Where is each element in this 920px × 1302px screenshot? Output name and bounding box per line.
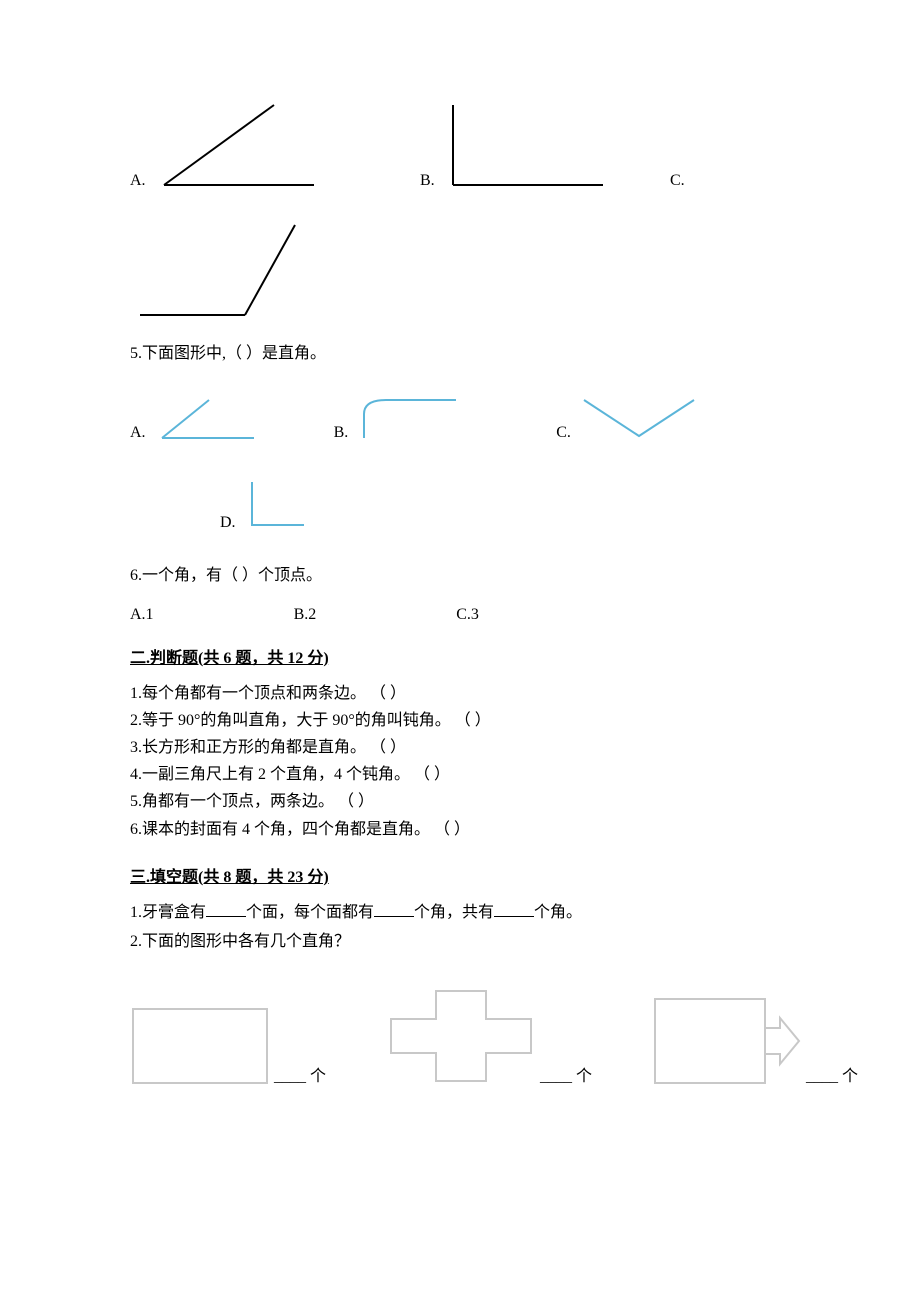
q4-angleB-figure — [443, 100, 613, 190]
q5-options-row1: A. B. C. — [130, 394, 790, 442]
q4-options-row1: A. B. C. — [130, 100, 790, 190]
shape-item-3: ____个 — [652, 996, 858, 1086]
shape3-arrow-box — [652, 996, 802, 1086]
shape-item-1: ____个 — [130, 1006, 326, 1086]
fill-blank[interactable] — [494, 901, 534, 917]
q5-optC-label: C. — [556, 424, 571, 442]
fill-blank[interactable] — [374, 901, 414, 917]
judge-item: 2.等于 90°的角叫直角，大于 90°的角叫钝角。 （ ） — [130, 707, 790, 734]
judge-item: 5.角都有一个顶点，两条边。 （ ） — [130, 788, 790, 815]
q6-optC: C.3 — [456, 606, 479, 624]
fill-item-1: 1.牙膏盒有 个面，每个面都有 个角，共有 个角。 — [130, 899, 790, 928]
judge-item: 6.课本的封面有 4 个角，四个角都是直角。 （ ） — [130, 816, 790, 843]
shape1-blank[interactable]: ____ — [274, 1068, 306, 1086]
q4-angleA-figure — [154, 100, 324, 190]
q6-text: 6.一个角，有（ ）个顶点。 — [130, 562, 790, 591]
q5-angleC-figure — [579, 394, 699, 442]
fill-blank[interactable] — [206, 901, 246, 917]
q6-options: A.1 B.2 C.3 — [130, 606, 790, 624]
q6-optA: A.1 — [130, 606, 154, 624]
section3-title: 三.填空题(共 8 题，共 23 分) — [130, 863, 790, 887]
shape1-rectangle — [130, 1006, 270, 1086]
judge-item: 4.一副三角尺上有 2 个直角，4 个钝角。 （ ） — [130, 761, 790, 788]
q4-optB-label: B. — [420, 172, 435, 190]
shape2-blank[interactable]: ____ — [540, 1068, 572, 1086]
shape-item-2: ____个 — [386, 986, 592, 1086]
q6-optB: B.2 — [294, 606, 317, 624]
q5-angleA-figure — [154, 394, 264, 442]
shape3-suffix: 个 — [842, 1062, 858, 1086]
q5-options-row2: D. — [220, 477, 790, 532]
fill1-part1: 个面，每个面都有 — [246, 904, 374, 921]
section2-list: 1.每个角都有一个顶点和两条边。 （ ） 2.等于 90°的角叫直角，大于 90… — [130, 680, 790, 843]
fill-item-2: 2.下面的图形中各有几个直角？ — [130, 928, 790, 957]
shape2-cross — [386, 986, 536, 1086]
q5-optA-label: A. — [130, 424, 146, 442]
q4-optA-label: A. — [130, 172, 146, 190]
shapes-row: ____个 ____个 ____个 — [130, 986, 790, 1086]
q4-optC-label: C. — [670, 172, 685, 190]
judge-item: 1.每个角都有一个顶点和两条边。 （ ） — [130, 680, 790, 707]
shape3-blank[interactable]: ____ — [806, 1068, 838, 1086]
fill1-part2: 个角，共有 — [414, 904, 494, 921]
fill1-part3: 个角。 — [534, 904, 582, 921]
q4-options-row2 — [130, 220, 790, 320]
q5-optB-label: B. — [334, 424, 349, 442]
judge-item: 3.长方形和正方形的角都是直角。 （ ） — [130, 734, 790, 761]
shape2-suffix: 个 — [576, 1062, 592, 1086]
q4-angleC-figure — [130, 220, 310, 320]
q5-optD-label: D. — [220, 514, 236, 532]
q5-angleD-figure — [244, 477, 314, 532]
fill1-part0: 1.牙膏盒有 — [130, 904, 206, 921]
q5-text: 5.下面图形中,（ ）是直角。 — [130, 340, 790, 369]
section2-title: 二.判断题(共 6 题，共 12 分) — [130, 644, 790, 668]
shape1-suffix: 个 — [310, 1062, 326, 1086]
q5-angleB-figure — [356, 394, 466, 442]
